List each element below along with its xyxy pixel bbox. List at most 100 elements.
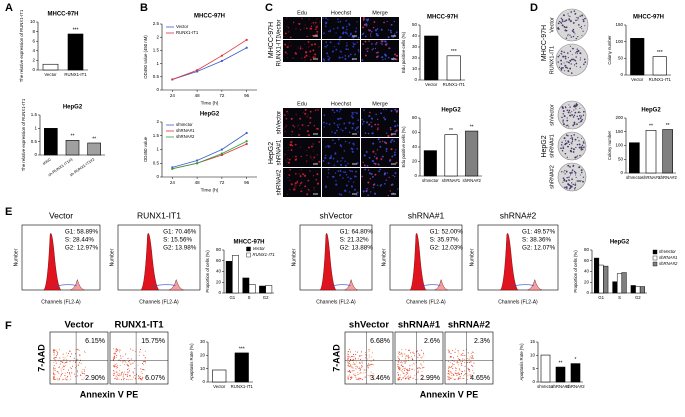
event — [447, 369, 449, 371]
cell-line-label: HepG2 — [268, 142, 275, 164]
cell — [337, 126, 340, 129]
y-tick-label: 20 — [584, 279, 590, 284]
g2-peak — [434, 279, 448, 291]
cell — [333, 46, 336, 48]
event — [63, 366, 65, 368]
cell — [346, 28, 348, 31]
x-tick-label: shRNA#2 — [566, 384, 585, 389]
event — [119, 349, 121, 351]
event — [371, 376, 373, 378]
event — [142, 369, 144, 371]
cell — [368, 114, 371, 118]
event — [360, 358, 362, 360]
event — [138, 354, 140, 356]
y-tick-label: 4 — [32, 48, 35, 53]
bar — [234, 352, 249, 383]
cell — [367, 18, 370, 21]
g2-peak — [70, 279, 85, 291]
colony — [568, 144, 570, 146]
event — [123, 379, 125, 381]
event — [132, 349, 134, 351]
colony — [566, 109, 569, 112]
event — [420, 363, 422, 365]
event — [370, 371, 372, 373]
event — [361, 366, 363, 368]
event — [64, 375, 66, 377]
cell — [364, 35, 367, 38]
event — [54, 378, 56, 380]
colony — [573, 188, 576, 190]
cell — [301, 47, 304, 50]
colony — [562, 14, 565, 17]
cell — [300, 190, 303, 193]
cell — [387, 56, 390, 59]
event — [417, 372, 419, 374]
bar — [616, 273, 623, 294]
event — [113, 353, 115, 355]
legend-swatch — [652, 261, 658, 267]
g1-peak — [43, 233, 62, 291]
event — [454, 378, 456, 380]
colony — [582, 18, 584, 21]
event — [399, 378, 401, 380]
event — [455, 367, 457, 369]
cell — [325, 45, 327, 48]
phase-percentage: G2: 12.97% — [65, 245, 99, 252]
event — [405, 377, 407, 379]
event — [53, 368, 55, 370]
colony — [566, 124, 569, 127]
event — [463, 375, 465, 377]
cell — [356, 41, 359, 44]
event — [362, 372, 364, 374]
colony — [566, 145, 569, 148]
cell — [336, 124, 339, 126]
cell — [385, 132, 388, 134]
cell — [353, 43, 355, 46]
event — [119, 351, 121, 353]
panel-label: E — [5, 206, 12, 218]
cell — [348, 180, 350, 182]
cell — [342, 31, 345, 34]
colony — [560, 50, 563, 53]
event — [355, 368, 357, 370]
cell — [303, 27, 305, 29]
cell — [347, 162, 349, 165]
colony — [584, 25, 586, 27]
cell — [309, 155, 311, 157]
cell — [391, 138, 394, 141]
cell — [352, 147, 354, 150]
event — [128, 368, 130, 370]
event — [405, 355, 407, 357]
event — [134, 368, 136, 370]
event — [361, 361, 363, 363]
colony — [577, 136, 579, 139]
cell — [315, 18, 318, 20]
event — [455, 378, 457, 380]
point — [171, 78, 174, 81]
plot-title: shVector — [349, 320, 389, 331]
event — [464, 374, 466, 376]
cell — [388, 47, 391, 50]
cell — [344, 171, 347, 174]
bar — [232, 255, 239, 294]
colony — [572, 148, 575, 151]
event — [78, 364, 80, 366]
y-tick-label: 60 — [584, 258, 590, 263]
y-tick-label: 6 — [32, 38, 35, 43]
micrograph — [283, 108, 321, 137]
y-tick-label: 1 — [34, 126, 37, 131]
event — [114, 350, 116, 352]
cell — [312, 49, 315, 52]
y-tick-label: 60 — [216, 258, 222, 263]
colony — [564, 20, 566, 23]
cell — [363, 164, 366, 167]
colony — [569, 114, 572, 117]
cell — [380, 158, 383, 161]
cell — [305, 51, 308, 54]
event — [116, 354, 118, 356]
event — [143, 364, 145, 366]
point — [196, 69, 199, 72]
colony — [575, 16, 577, 18]
cell — [368, 156, 371, 159]
cell — [284, 154, 286, 156]
